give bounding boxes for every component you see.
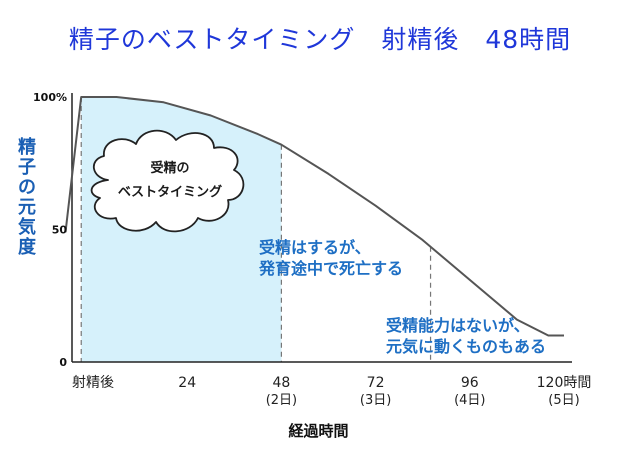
chart-title: 精子のベストタイミング 射精後 48時間 — [68, 25, 572, 54]
annotation-2-line-2: 元気に動くものもある — [386, 337, 546, 356]
x-tick-label: 120時間 — [537, 375, 592, 391]
annotation-fertilize-but-die: 受精はするが、 発育途中で死亡する — [258, 238, 403, 278]
cloud-label-line-2: ベストタイミング — [118, 184, 222, 200]
x-axis-label: 経過時間 — [288, 422, 348, 440]
y-ticks: 100% 50 0 — [33, 91, 67, 369]
y-tick-label: 50 — [52, 224, 68, 237]
x-tick-label: 48 — [272, 375, 290, 391]
x-tick-label: 24 — [178, 375, 196, 391]
y-tick-label: 0 — [59, 356, 67, 369]
y-axis-label-char: 子 — [18, 157, 36, 178]
x-tick-sublabel: (3日) — [360, 393, 391, 408]
annotation-no-fertility: 受精能力はないが、 元気に動くものもある — [386, 316, 546, 356]
annotation-1-line-2: 発育途中で死亡する — [258, 259, 403, 278]
y-axis-label-char: 度 — [18, 236, 37, 258]
x-tick-label: 72 — [367, 375, 385, 391]
x-tick-label: 射精後 — [72, 375, 114, 391]
y-axis-label-char: 気 — [18, 216, 36, 238]
x-tick-sublabel: (4日) — [454, 393, 485, 408]
x-tick-sublabel: (5日) — [548, 393, 579, 408]
x-tick-sublabel: (2日) — [266, 393, 297, 408]
annotation-1-line-1: 受精はするが、 — [259, 238, 371, 257]
series-line — [64, 96, 564, 337]
best-timing-cloud: 受精の ベストタイミング — [90, 129, 245, 233]
x-ticks: 射精後 24 48 (2日) 72 (3日) 96 (4日) 120時間 (5日) — [72, 375, 591, 408]
cloud-label-line-1: 受精の — [150, 160, 189, 176]
y-axis-label-char: 精 — [18, 136, 36, 158]
y-axis-label-char: の — [18, 177, 36, 198]
y-axis-label-char: 元 — [18, 197, 36, 218]
time-dividers — [80, 97, 432, 362]
x-tick-label: 96 — [461, 375, 479, 391]
annotation-2-line-1: 受精能力はないが、 — [386, 316, 530, 335]
y-tick-label: 100% — [33, 91, 67, 104]
